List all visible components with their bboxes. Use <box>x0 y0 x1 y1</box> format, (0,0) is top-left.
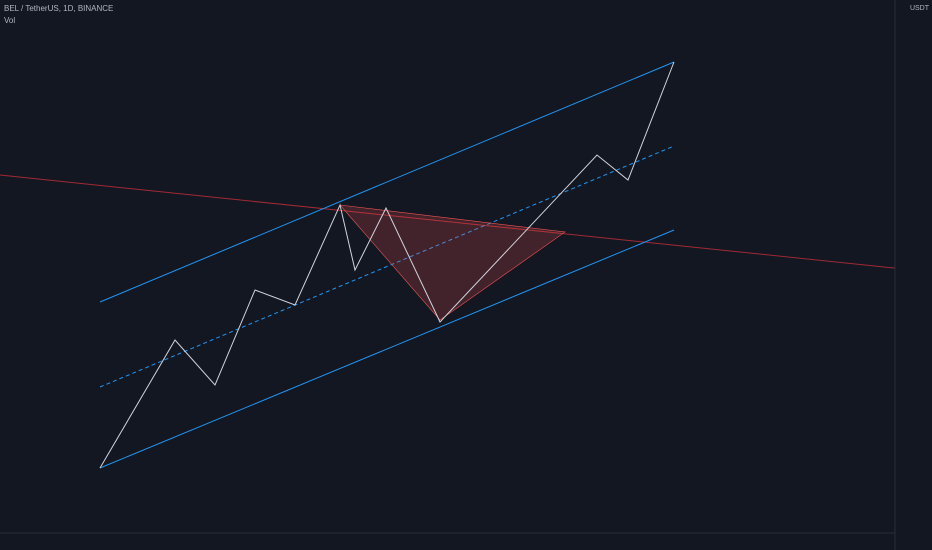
channel-mid <box>99 145 675 388</box>
chart-title: BEL / TetherUS, 1D, BINANCE <box>4 4 113 13</box>
currency: USDT <box>910 5 930 12</box>
channel-upper <box>99 61 675 303</box>
drawings <box>0 61 932 469</box>
volume-label: Vol <box>4 16 15 25</box>
head-shoulders-area <box>339 204 566 321</box>
resistance-line <box>0 174 932 273</box>
price-axis-bg <box>895 0 932 550</box>
wave-count <box>99 61 675 469</box>
channel-lower <box>99 229 675 469</box>
